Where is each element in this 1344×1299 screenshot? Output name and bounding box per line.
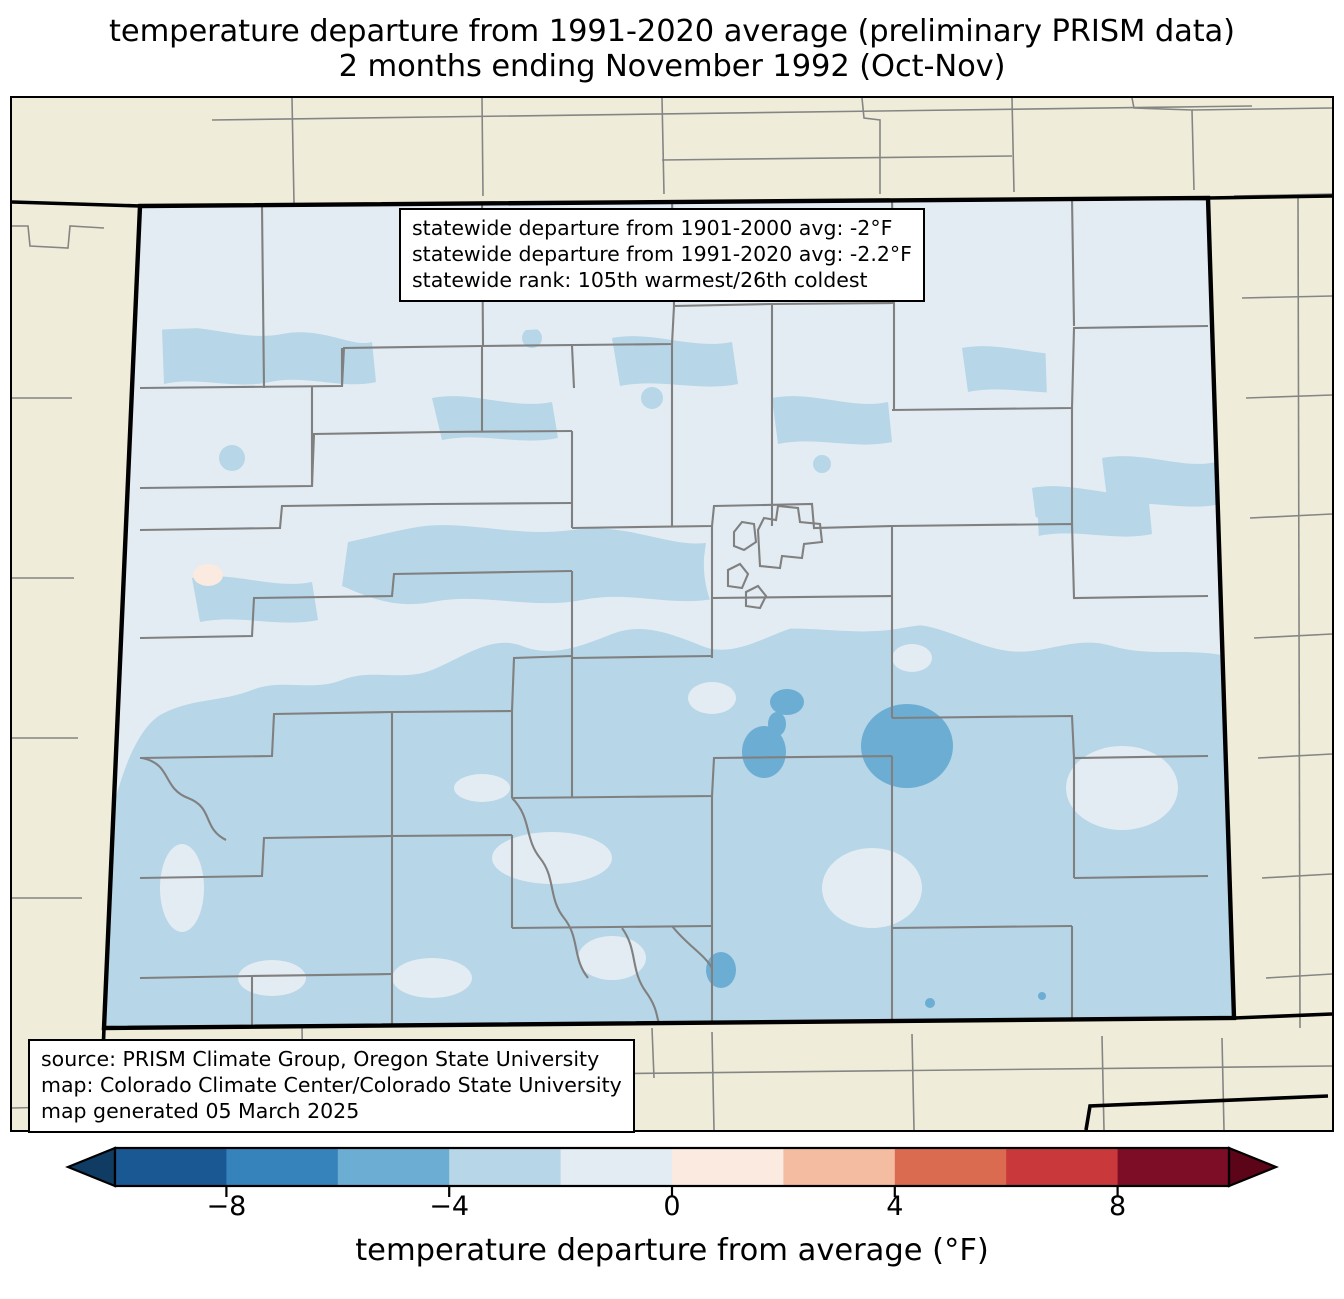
colorbar-band--8-to--6 xyxy=(226,1148,339,1186)
colorbar-over-cap xyxy=(1227,1146,1279,1188)
page-title: temperature departure from 1991-2020 ave… xyxy=(0,14,1344,85)
band-0-to-plus2 xyxy=(193,564,223,586)
colorbar-tick-label: 0 xyxy=(663,1191,681,1222)
colorbar-band--6-to--4 xyxy=(337,1148,450,1186)
colorbar-swatches xyxy=(65,1146,1279,1197)
colorbar-tick-label: −8 xyxy=(206,1191,247,1222)
colorbar-band-8-to-10 xyxy=(1117,1148,1230,1186)
colorbar-band-0-to-2 xyxy=(672,1148,784,1186)
stats-line-1: statewide departure from 1901-2000 avg: … xyxy=(412,216,893,240)
pale-inclusions xyxy=(148,215,1220,1028)
colorbar-tick-labels: −8 −4 0 4 8 xyxy=(0,1191,1344,1231)
colorbar-tick-label: 4 xyxy=(886,1191,904,1222)
colorbar-band--4-to--2 xyxy=(449,1148,562,1186)
colorbar-band-6-to-8 xyxy=(1006,1148,1119,1186)
source-line-1: source: PRISM Climate Group, Oregon Stat… xyxy=(41,1047,600,1071)
colorbar-band-4-to-6 xyxy=(894,1148,1007,1186)
title-line-1: temperature departure from 1991-2020 ave… xyxy=(109,14,1235,49)
stats-line-3: statewide rank: 105th warmest/26th colde… xyxy=(412,268,868,293)
neighbor-county-lines xyxy=(12,98,1332,1130)
map-panel: statewide departure from 1901-2000 avg: … xyxy=(10,96,1334,1132)
source-line-2: map: Colorado Climate Center/Colorado St… xyxy=(41,1073,622,1098)
colorbar-tick-label: 8 xyxy=(1109,1191,1127,1222)
source-line-3: map generated 05 March 2025 xyxy=(41,1099,360,1124)
title-line-2: 2 months ending November 1992 (Oct-Nov) xyxy=(338,49,1006,85)
colorado-state-outline xyxy=(101,195,1237,1031)
colorbar-axis-label: temperature departure from average (°F) xyxy=(355,1233,989,1268)
colorado-county-lines xyxy=(139,198,1209,1028)
band-minus4-to-minus6 xyxy=(706,689,1046,1008)
colorbar-band--2-to-0 xyxy=(560,1148,673,1186)
colorbar-band--10-to--8 xyxy=(115,1148,227,1186)
source-credits-box: source: PRISM Climate Group, Oregon Stat… xyxy=(28,1039,635,1134)
colorbar-band-2-to-4 xyxy=(783,1148,896,1186)
stats-line-2: statewide departure from 1991-2020 avg: … xyxy=(412,242,912,267)
colorbar-under-cap xyxy=(65,1146,117,1188)
colorbar-tick-label: −4 xyxy=(429,1191,470,1222)
statewide-stats-box: statewide departure from 1901-2000 avg: … xyxy=(399,208,925,303)
colorbar-panel: −8 −4 0 4 8 temperature departure from avera… xyxy=(0,1143,1344,1299)
